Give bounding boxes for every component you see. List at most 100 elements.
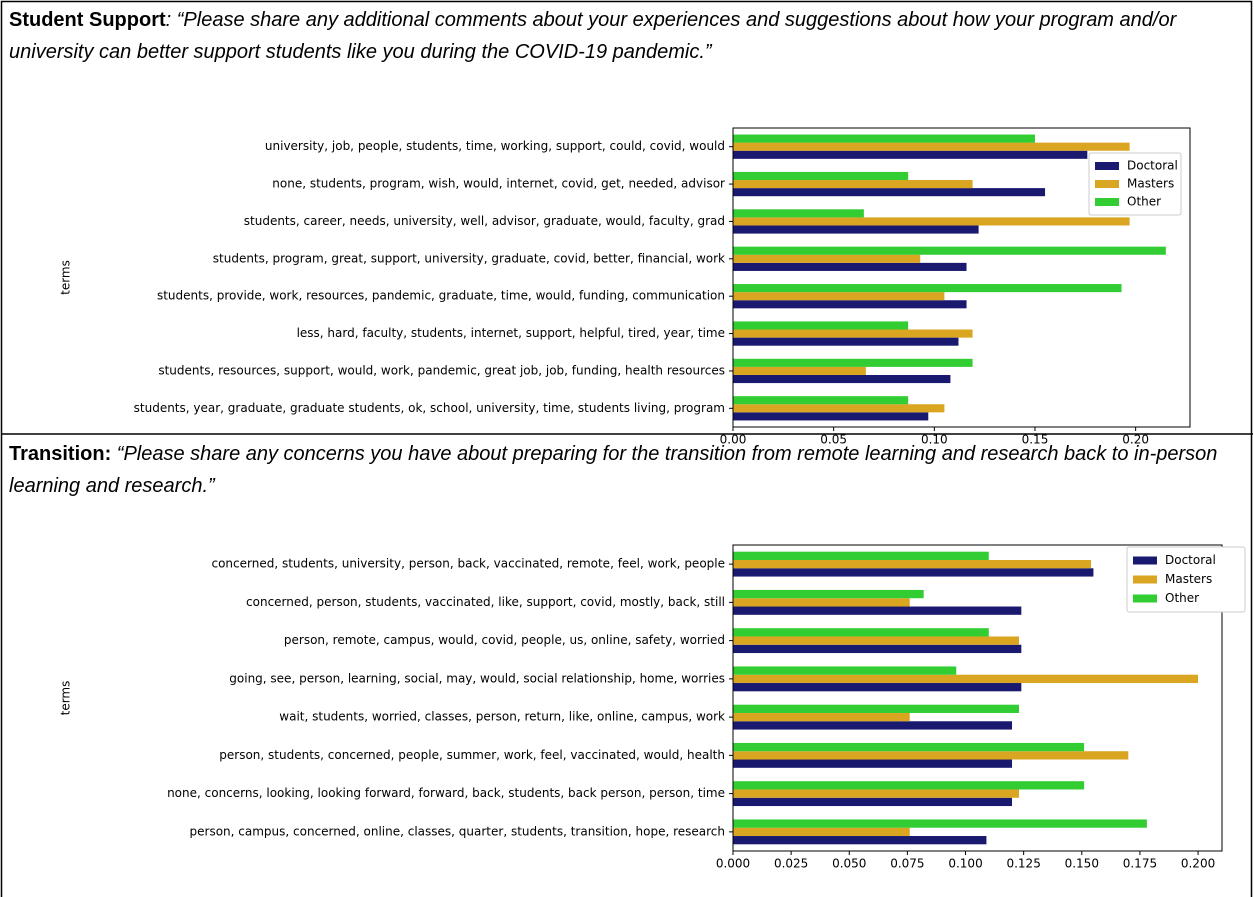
legend-label: Masters: [1127, 177, 1174, 191]
section-label: Student Support: [9, 9, 166, 31]
bar: [733, 568, 1094, 577]
y-tick-label: students, program, great, support, unive…: [213, 251, 725, 265]
bar: [733, 759, 1013, 768]
x-tick-label: 0.050: [832, 857, 866, 871]
legend-swatch: [1095, 180, 1119, 188]
legend-swatch: [1095, 162, 1119, 170]
bar: [733, 751, 1129, 760]
x-tick-label: 0.175: [1123, 857, 1157, 871]
bar: [733, 644, 1022, 654]
bar: [733, 337, 959, 346]
bar: [733, 358, 973, 367]
legend-label: Other: [1165, 591, 1199, 605]
y-axis-label: terms: [59, 260, 73, 295]
y-tick-label: person, campus, concerned, online, class…: [190, 824, 725, 838]
legend-label: Masters: [1165, 572, 1212, 586]
y-tick-label: concerned, students, university, person,…: [211, 557, 725, 571]
legend-label: Doctoral: [1127, 159, 1178, 173]
y-tick-label: going, see, person, learning, social, ma…: [229, 671, 725, 685]
bar: [733, 666, 957, 675]
legend-swatch: [1133, 594, 1157, 603]
bar: [733, 217, 1130, 226]
y-axis-label: terms: [59, 681, 73, 716]
y-tick-label: none, concerns, looking, looking forward…: [167, 786, 725, 800]
bar: [733, 284, 1122, 293]
bar: [733, 300, 967, 309]
bar: [733, 321, 909, 330]
bar: [733, 142, 1130, 151]
bar: [733, 225, 979, 234]
bar: [733, 396, 909, 405]
legend-label: Doctoral: [1165, 553, 1216, 567]
bar: [733, 589, 924, 599]
bar: [733, 712, 910, 722]
bar: [733, 262, 967, 271]
y-tick-label: university, job, people, students, time,…: [265, 139, 725, 153]
y-tick-label: students, year, graduate, graduate stude…: [134, 401, 725, 415]
legend-swatch: [1133, 575, 1157, 584]
y-tick-label: person, students, concerned, people, sum…: [219, 748, 725, 762]
x-tick-label: 0.200: [1181, 857, 1215, 871]
bar: [733, 781, 1085, 790]
y-tick-label: students, provide, work, resources, pand…: [157, 289, 725, 303]
bar: [733, 329, 973, 338]
bar: [733, 797, 1013, 807]
section-quote: “Please share any concerns you have abou…: [9, 443, 1218, 497]
bar: [733, 721, 1013, 730]
legend-swatch: [1095, 198, 1119, 206]
plot-frame: [732, 544, 1223, 852]
bar: [733, 246, 1166, 255]
y-tick-label: none, students, program, wish, would, in…: [272, 177, 725, 191]
bar: [733, 628, 989, 637]
y-tick-label: person, remote, campus, would, covid, pe…: [284, 633, 725, 647]
plot-frame: [732, 127, 1191, 428]
bar: [733, 827, 910, 837]
legend-swatch: [1133, 556, 1157, 565]
bar: [733, 292, 945, 301]
y-tick-label: students, career, needs, university, wel…: [244, 214, 725, 228]
bar: [733, 209, 864, 218]
bar: [733, 819, 1147, 828]
section-heading: Student Support: “Please share any addit…: [9, 4, 1241, 68]
bar: [733, 171, 909, 181]
x-tick-label: 0.10: [921, 433, 948, 447]
bar: [733, 636, 1020, 645]
bar: [733, 150, 1088, 159]
x-tick-label: 0.125: [1006, 857, 1040, 871]
bar: [733, 789, 1020, 798]
bar: [733, 366, 866, 375]
x-tick-label: 0.150: [1065, 857, 1099, 871]
bar: [733, 598, 910, 607]
bar: [733, 704, 1020, 713]
x-tick-label: 0.025: [774, 857, 808, 871]
x-tick-label: 0.100: [948, 857, 982, 871]
legend-label: Other: [1127, 195, 1161, 209]
bar: [733, 404, 945, 413]
x-tick-label: 0.20: [1122, 433, 1149, 447]
x-tick-label: 0.000: [716, 857, 750, 871]
x-tick-label: 0.075: [890, 857, 924, 871]
bar: [733, 606, 1022, 615]
bar: [733, 836, 987, 845]
x-tick-label: 0.15: [1022, 433, 1049, 447]
y-tick-label: less, hard, faculty, students, internet,…: [297, 326, 725, 340]
bar: [733, 683, 1022, 692]
bar: [733, 188, 1046, 197]
bar: [733, 254, 921, 263]
y-tick-label: concerned, person, students, vaccinated,…: [246, 595, 725, 609]
bar: [733, 551, 989, 560]
section-quote: : “Please share any additional comments …: [9, 9, 1177, 63]
x-tick-label: 0.05: [820, 433, 847, 447]
bar: [733, 674, 1199, 684]
bar: [733, 134, 1035, 143]
bar: [733, 742, 1085, 752]
y-tick-label: wait, students, worried, classes, person…: [279, 710, 725, 724]
section-heading: Transition: “Please share any concerns y…: [9, 438, 1241, 502]
section-label: Transition:: [9, 443, 112, 465]
bar: [733, 180, 973, 189]
x-tick-label: 0.00: [720, 433, 747, 447]
bar: [733, 412, 929, 421]
